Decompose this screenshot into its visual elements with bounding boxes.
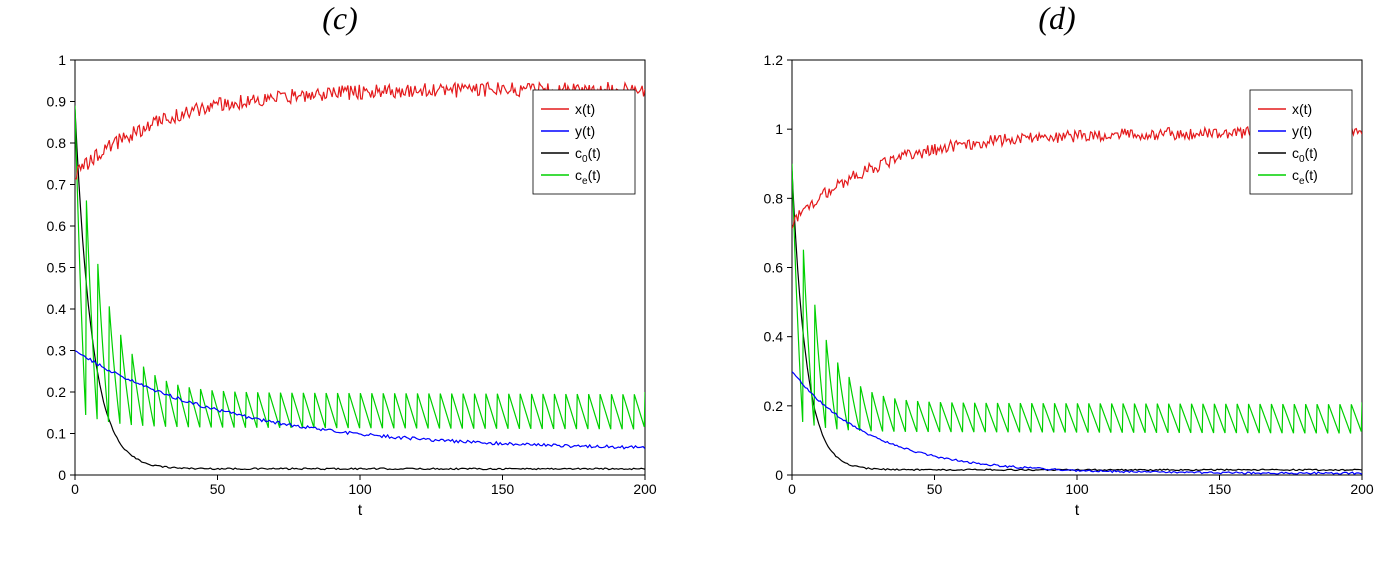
xlabel: t bbox=[358, 502, 363, 519]
xtick-label: 200 bbox=[633, 481, 657, 497]
xtick-label: 100 bbox=[348, 481, 372, 497]
ytick-label: 0.3 bbox=[47, 343, 67, 359]
panel-c: (c) 0 50 100 150 200 0 0.1 0.2 0.3 0.4 0.5 0.6 0.7 0.… bbox=[20, 0, 660, 525]
xtick-label: 150 bbox=[1208, 481, 1232, 497]
panel-d-chart: 05010015020000.20.40.60.811.2tx(t)y(t)c0… bbox=[737, 45, 1377, 525]
ytick-label: 0.6 bbox=[764, 260, 784, 276]
series-ce bbox=[792, 164, 1362, 434]
xtick-label: 150 bbox=[491, 481, 515, 497]
xtick-label: 50 bbox=[210, 481, 226, 497]
panel-d-title: (d) bbox=[1038, 0, 1075, 37]
panel-c-chart: 0 50 100 150 200 0 0.1 0.2 0.3 0.4 0.5 0.6 0.7 0.8 0.9… bbox=[20, 45, 660, 525]
panel-c-title: (c) bbox=[322, 0, 358, 37]
xtick-label: 0 bbox=[788, 481, 796, 497]
legend-label-x: x(t) bbox=[575, 101, 595, 117]
ytick-label: 0.2 bbox=[764, 398, 784, 414]
ytick-label: 0.4 bbox=[47, 301, 67, 317]
xtick-label: 0 bbox=[71, 481, 79, 497]
xtick-label: 50 bbox=[927, 481, 943, 497]
xlabel: t bbox=[1075, 502, 1080, 519]
ytick-label: 1 bbox=[775, 121, 783, 137]
panel-d-svg: 05010015020000.20.40.60.811.2tx(t)y(t)c0… bbox=[737, 45, 1377, 525]
ytick-label: 0.8 bbox=[764, 190, 784, 206]
panel-d: (d) 0 50 100 150 200 0 0.2 0.4 0.6 0.8 1 1.2 t x(t) y(… bbox=[737, 0, 1377, 525]
ytick-label: 0 bbox=[58, 467, 66, 483]
legend-label-y: y(t) bbox=[1292, 123, 1312, 139]
xtick-label: 200 bbox=[1350, 481, 1374, 497]
ytick-label: 1.2 bbox=[764, 52, 784, 68]
figure-row: (c) 05010015020000.10.20.30.40.50.60.70.… bbox=[0, 0, 1397, 545]
ytick-label: 1 bbox=[58, 52, 66, 68]
panel-c-svg: 0 50 100 150 200 0 0.1 0.2 0.3 0.4 0.5 0.6 0.7 0.8 0.9… bbox=[20, 45, 660, 525]
ytick-label: 0.2 bbox=[47, 384, 67, 400]
ytick-label: 0.6 bbox=[47, 218, 67, 234]
ytick-label: 0.8 bbox=[47, 135, 67, 151]
ytick-label: 0.7 bbox=[47, 177, 67, 193]
xtick-label: 100 bbox=[1065, 481, 1089, 497]
ytick-label: 0 bbox=[775, 467, 783, 483]
ytick-label: 0.4 bbox=[764, 329, 784, 345]
ytick-label: 0.1 bbox=[47, 426, 67, 442]
legend-label-y: y(t) bbox=[575, 123, 595, 139]
legend-label-x: x(t) bbox=[1292, 101, 1312, 117]
ytick-label: 0.9 bbox=[47, 94, 67, 110]
ytick-label: 0.5 bbox=[47, 260, 67, 276]
